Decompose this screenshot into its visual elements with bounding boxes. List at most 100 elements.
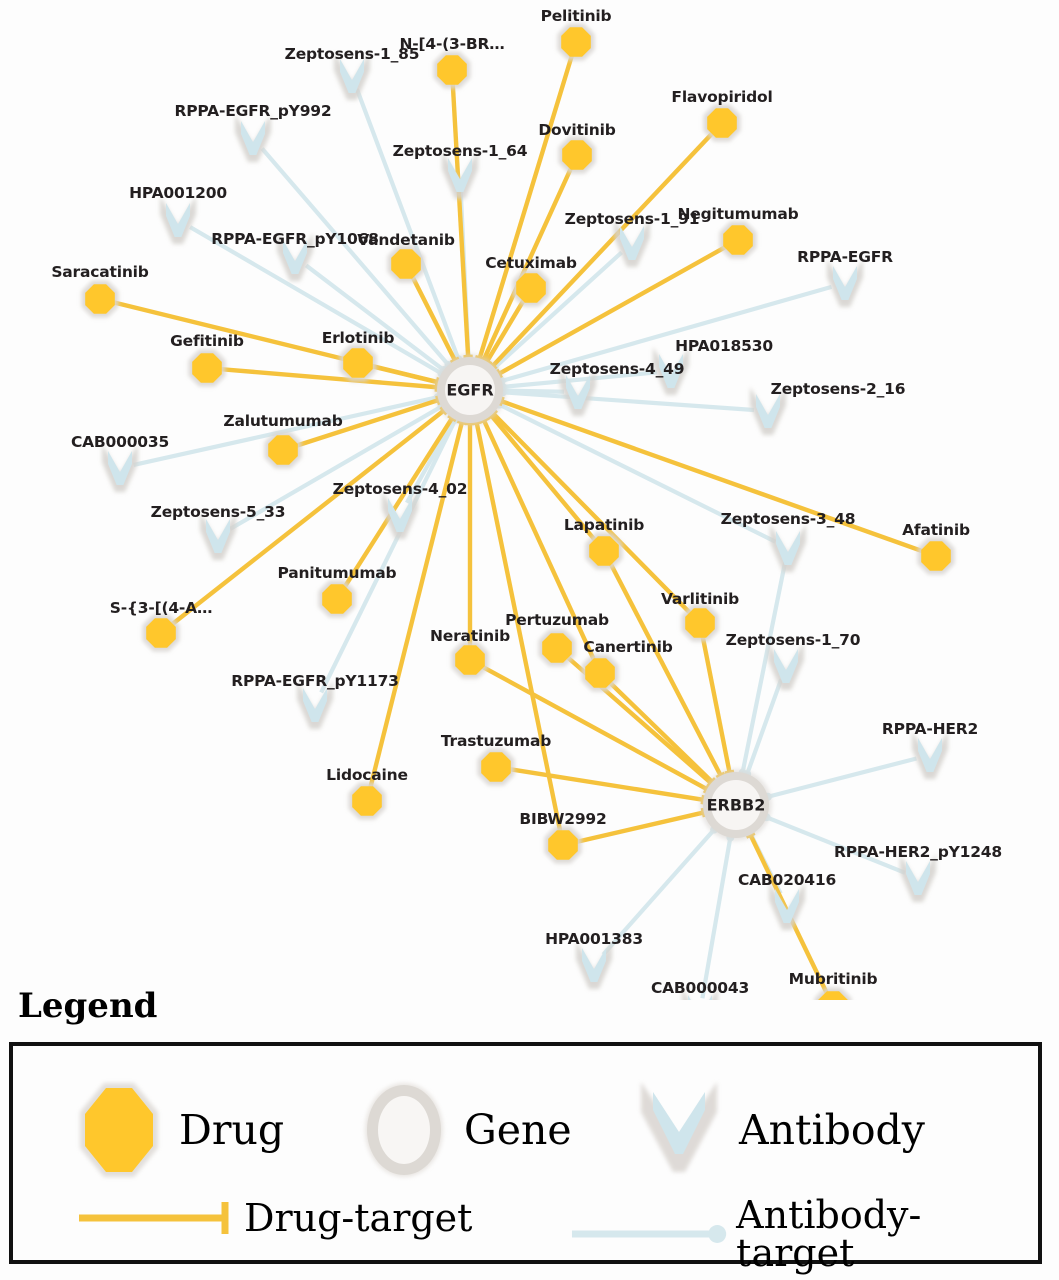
antibody-node[interactable] bbox=[688, 995, 712, 1000]
drug-node[interactable] bbox=[542, 633, 572, 663]
antibody-node-halo bbox=[682, 988, 718, 1000]
drug-node[interactable] bbox=[146, 618, 176, 648]
antibody-target-edge bbox=[502, 390, 755, 413]
drug-node[interactable] bbox=[437, 55, 467, 85]
network-svg[interactable] bbox=[0, 0, 1059, 1000]
antibody-node[interactable] bbox=[906, 861, 930, 895]
antibody-node-halo bbox=[912, 731, 948, 779]
legend-item-antibody-target: Antibody-target bbox=[568, 1196, 1038, 1272]
antibody-node[interactable] bbox=[582, 948, 606, 982]
drug-node[interactable] bbox=[268, 435, 298, 465]
drug-node[interactable] bbox=[561, 27, 591, 57]
antibody-target-edge bbox=[501, 284, 833, 383]
drug-node[interactable] bbox=[585, 658, 615, 688]
antibody-node[interactable] bbox=[340, 59, 364, 93]
antibody-target-edge bbox=[502, 388, 565, 394]
drug-node[interactable] bbox=[481, 752, 511, 782]
antibody-node-halo bbox=[750, 387, 786, 435]
antibody-target-edge bbox=[765, 815, 906, 875]
antibody-node[interactable] bbox=[303, 688, 327, 722]
antibody-node[interactable] bbox=[918, 738, 942, 772]
gene-node[interactable] bbox=[711, 780, 761, 830]
legend: Legend Drug Gene bbox=[0, 985, 1059, 1280]
antibody-target-edge bbox=[133, 395, 439, 468]
drug-node[interactable] bbox=[516, 273, 546, 303]
drug-node[interactable] bbox=[562, 140, 592, 170]
antibody-node-halo bbox=[277, 233, 313, 281]
antibody-node-halo bbox=[382, 491, 418, 539]
antibody-target-edge bbox=[498, 402, 777, 544]
antibody-target-edge bbox=[767, 756, 917, 799]
drug-node[interactable] bbox=[818, 991, 848, 1000]
antibody-node-halo bbox=[102, 444, 138, 492]
drug-target-edge bbox=[477, 54, 575, 360]
antibody-node-halo bbox=[442, 151, 478, 199]
antibody-node-halo bbox=[235, 114, 271, 162]
antibody-node-halo bbox=[297, 681, 333, 729]
antibody-target-edge bbox=[601, 828, 716, 956]
antibody-node[interactable] bbox=[774, 649, 798, 683]
antibody-node-halo bbox=[769, 882, 805, 930]
antibody-target-edge bbox=[304, 263, 445, 372]
antibody-node[interactable] bbox=[756, 394, 780, 428]
drug-target-edge bbox=[608, 681, 714, 784]
antibody-node[interactable] bbox=[659, 354, 683, 388]
antibody-node[interactable] bbox=[833, 266, 857, 300]
antibody-icon bbox=[641, 1082, 717, 1172]
drug-target-edge bbox=[481, 166, 574, 361]
drug-target-edge bbox=[608, 562, 723, 777]
gene-node[interactable] bbox=[445, 365, 495, 415]
drug-node[interactable] bbox=[192, 353, 222, 383]
antibody-node[interactable] bbox=[283, 240, 307, 274]
drug-node[interactable] bbox=[322, 584, 352, 614]
antibody-node[interactable] bbox=[448, 158, 472, 192]
drug-target-edge-icon bbox=[79, 1202, 229, 1234]
antibody-target-edge bbox=[493, 250, 624, 370]
antibody-target-edge bbox=[189, 225, 443, 376]
antibody-node[interactable] bbox=[388, 498, 412, 532]
drug-target-edge bbox=[371, 364, 439, 385]
antibody-node[interactable] bbox=[775, 889, 799, 923]
antibody-node[interactable] bbox=[241, 121, 265, 155]
drug-node[interactable] bbox=[685, 608, 715, 638]
drug-node[interactable] bbox=[85, 284, 115, 314]
legend-item-drug-target: Drug-target bbox=[75, 1196, 472, 1240]
drug-target-edge bbox=[489, 413, 597, 542]
antibody-node[interactable] bbox=[620, 226, 644, 260]
legend-edges-row: Drug-target Antibody-target bbox=[13, 1196, 1038, 1272]
network-canvas[interactable]: Zeptosens-1_85 RPPA-EGFR_pY992 Zeptosens-1… bbox=[0, 0, 1059, 1000]
drug-node[interactable] bbox=[707, 108, 737, 138]
antibody-nodes-layer[interactable] bbox=[102, 52, 948, 1000]
drug-node[interactable] bbox=[723, 225, 753, 255]
drug-node[interactable] bbox=[589, 536, 619, 566]
antibody-target-edge bbox=[700, 837, 733, 999]
antibody-node[interactable] bbox=[206, 519, 230, 553]
drug-target-edge bbox=[481, 419, 597, 662]
drug-target-edge bbox=[368, 421, 465, 788]
legend-item-gene: Gene bbox=[358, 1076, 572, 1184]
drug-node[interactable] bbox=[352, 786, 382, 816]
drug-node[interactable] bbox=[391, 249, 421, 279]
antibody-node-halo bbox=[576, 941, 612, 989]
antibody-target-edge bbox=[229, 404, 443, 531]
drug-target-edge bbox=[497, 244, 727, 376]
antibody-target-edge bbox=[405, 417, 456, 504]
drug-node[interactable] bbox=[343, 348, 373, 378]
drug-node[interactable] bbox=[548, 830, 578, 860]
antibody-node-halo bbox=[160, 196, 196, 244]
gene-label-ERBB2: ERBB2 bbox=[706, 795, 766, 815]
legend-label-drug: Drug bbox=[179, 1105, 285, 1154]
antibody-node[interactable] bbox=[108, 451, 132, 485]
drug-target-edge bbox=[509, 767, 704, 803]
antibody-node[interactable] bbox=[166, 203, 190, 237]
drug-target-edge bbox=[220, 366, 438, 390]
antibody-node[interactable] bbox=[566, 375, 590, 409]
drug-node[interactable] bbox=[921, 541, 951, 571]
gene-nodes-layer[interactable] bbox=[434, 354, 772, 841]
antibody-node[interactable] bbox=[776, 531, 800, 565]
drug-nodes-layer[interactable] bbox=[81, 23, 955, 1001]
drug-target-edge bbox=[342, 416, 455, 589]
drug-node[interactable] bbox=[455, 645, 485, 675]
legend-title: Legend bbox=[18, 986, 158, 1026]
